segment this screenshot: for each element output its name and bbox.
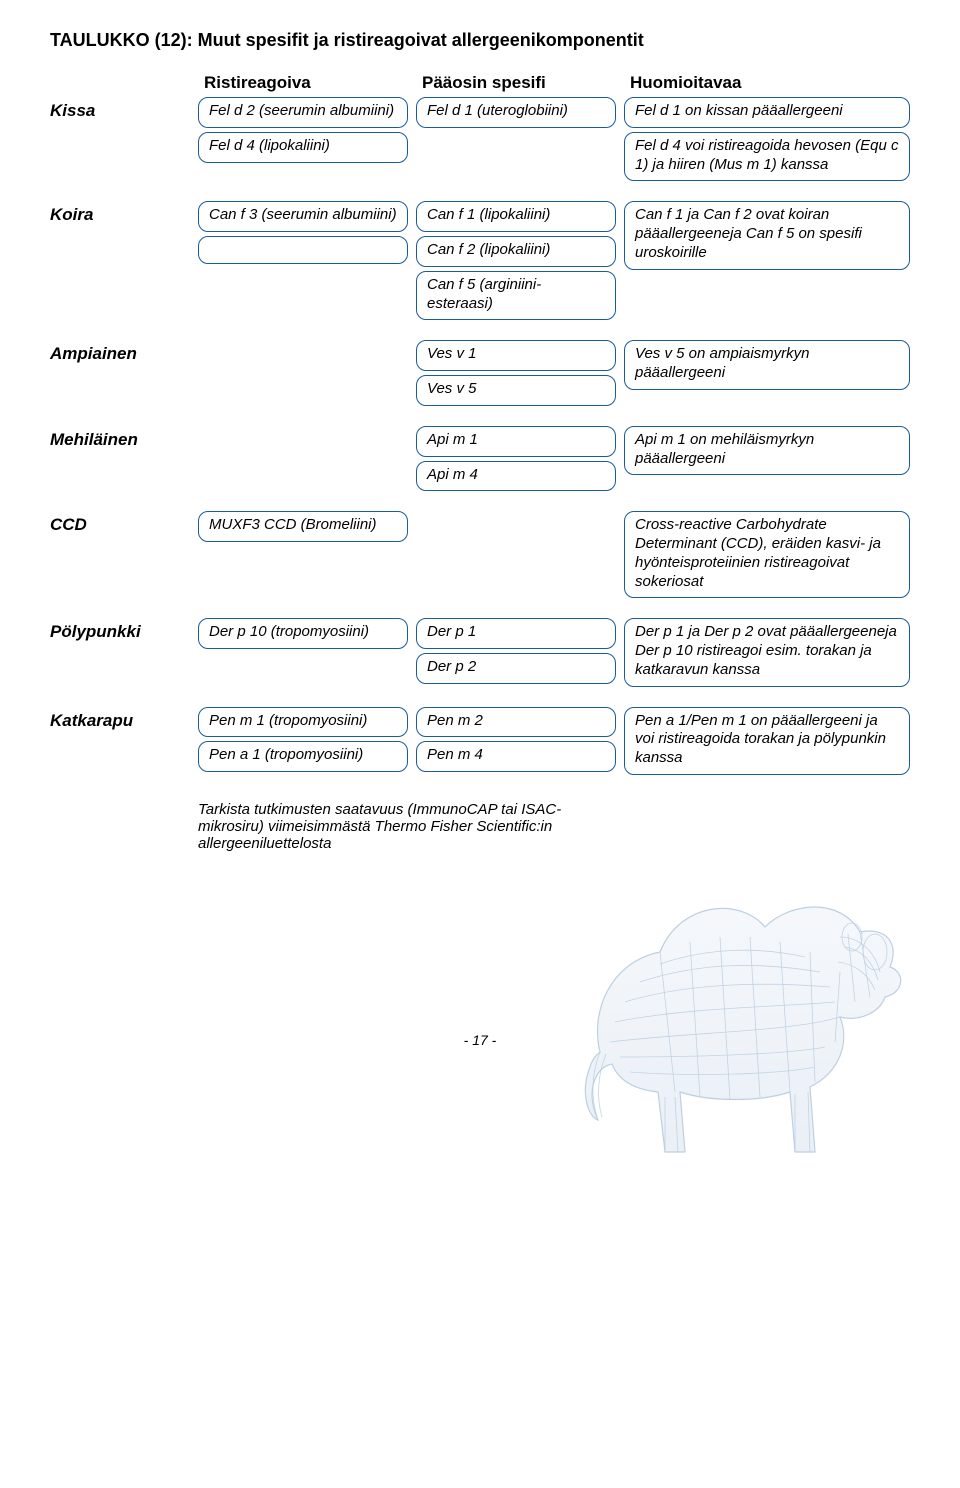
cell: MUXF3 CCD (Bromeliini) xyxy=(198,511,408,542)
table-header-row: Ristireagoiva Pääosin spesifi Huomioitav… xyxy=(50,69,910,97)
col-header-huomioitavaa: Huomioitavaa xyxy=(624,73,910,93)
cell: Cross-reactive Carbohydrate Determinant … xyxy=(624,511,910,598)
cell: Pen a 1 (tropomyosiini) xyxy=(198,741,408,772)
rowlabel-mehilainen: Mehiläinen xyxy=(50,426,190,496)
dog-wireframe-icon xyxy=(540,842,920,1182)
rowlabel-polypunkki: Pölypunkki xyxy=(50,618,190,690)
cell-empty xyxy=(198,236,408,264)
cell: Fel d 4 voi ristireagoida hevosen (Equ c… xyxy=(624,132,910,182)
cell: Pen m 2 xyxy=(416,707,616,738)
cell: Can f 3 (seerumin albumiini) xyxy=(198,201,408,232)
cell: Ves v 1 xyxy=(416,340,616,371)
cell: Der p 1 xyxy=(416,618,616,649)
cell: Can f 1 (lipokaliini) xyxy=(416,201,616,232)
rowlabel-kissa: Kissa xyxy=(50,97,190,185)
cell: Ves v 5 on ampiaismyrkyn pääallergeeni xyxy=(624,340,910,390)
row-koira: Koira Can f 3 (seerumin albumiini) Can f… xyxy=(50,201,910,324)
rowlabel-ccd: CCD xyxy=(50,511,190,602)
cell: Der p 10 (tropomyosiini) xyxy=(198,618,408,649)
cell: Ves v 5 xyxy=(416,375,616,406)
rowlabel-katkarapu: Katkarapu xyxy=(50,707,190,779)
cell: Der p 1 ja Der p 2 ovat pääallergeeneja … xyxy=(624,618,910,686)
rowlabel-koira: Koira xyxy=(50,201,190,324)
col-header-ristireagoiva: Ristireagoiva xyxy=(198,73,408,93)
row-mehilainen: Mehiläinen Api m 1 Api m 4 Api m 1 on me… xyxy=(50,426,910,496)
cell: Fel d 1 on kissan pääallergeeni xyxy=(624,97,910,128)
cell: Can f 1 ja Can f 2 ovat koiran pääallerg… xyxy=(624,201,910,269)
cell: Der p 2 xyxy=(416,653,616,684)
col-header-spesifi: Pääosin spesifi xyxy=(416,73,616,93)
cell: Can f 2 (lipokaliini) xyxy=(416,236,616,267)
cell: Fel d 1 (uteroglobiini) xyxy=(416,97,616,128)
col-header-blank xyxy=(50,73,190,93)
row-ccd: CCD MUXF3 CCD (Bromeliini) Cross-reactiv… xyxy=(50,511,910,602)
rowlabel-ampiainen: Ampiainen xyxy=(50,340,190,410)
cell: Api m 1 xyxy=(416,426,616,457)
row-kissa: Kissa Fel d 2 (seerumin albumiini) Fel d… xyxy=(50,97,910,185)
cell: Fel d 2 (seerumin albumiini) xyxy=(198,97,408,128)
cell: Pen m 1 (tropomyosiini) xyxy=(198,707,408,738)
cell: Pen a 1/Pen m 1 on pääallergeeni ja voi … xyxy=(624,707,910,775)
page-title: TAULUKKO (12): Muut spesifit ja ristirea… xyxy=(50,30,910,51)
cell: Can f 5 (arginiini-esteraasi) xyxy=(416,271,616,321)
cell: Api m 4 xyxy=(416,461,616,492)
row-polypunkki: Pölypunkki Der p 10 (tropomyosiini) Der … xyxy=(50,618,910,690)
cell: Api m 1 on mehiläismyrkyn pääallergeeni xyxy=(624,426,910,476)
cell: Fel d 4 (lipokaliini) xyxy=(198,132,408,163)
row-ampiainen: Ampiainen Ves v 1 Ves v 5 Ves v 5 on amp… xyxy=(50,340,910,410)
cell: Pen m 4 xyxy=(416,741,616,772)
row-katkarapu: Katkarapu Pen m 1 (tropomyosiini) Pen a … xyxy=(50,707,910,779)
